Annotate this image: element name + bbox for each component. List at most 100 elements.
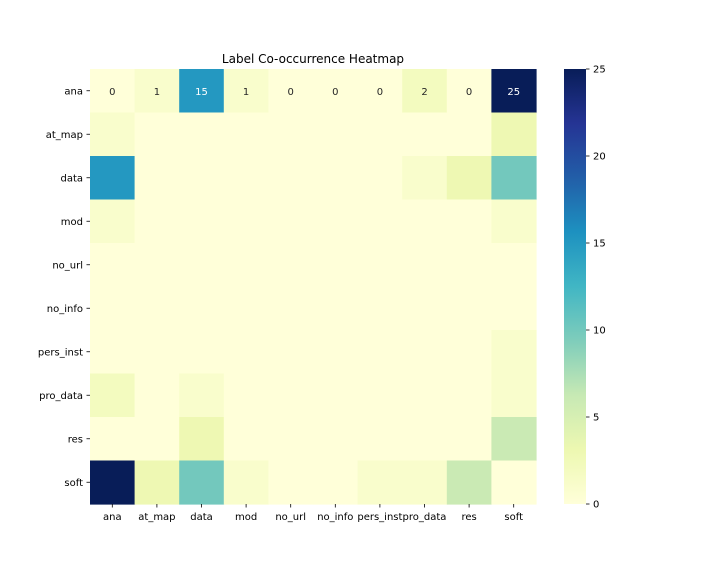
x-tick-label-no_url: no_url xyxy=(275,512,306,523)
heatmap-cell-soft-no_info xyxy=(313,460,359,505)
heatmap-cell-pro_data-pers_inst xyxy=(357,373,403,418)
heatmap-cell-no_url-no_info xyxy=(313,243,359,288)
heatmap-cell-res-soft xyxy=(491,417,537,462)
heatmap-cell-pers_inst-mod xyxy=(223,330,269,375)
y-tick-label-data: data xyxy=(60,173,83,184)
heatmap-cell-at_map-pro_data xyxy=(402,112,448,157)
chart-title: Label Co-occurrence Heatmap xyxy=(222,52,404,66)
y-tick-label-at_map: at_map xyxy=(46,130,83,141)
y-tick-label-res: res xyxy=(68,434,83,445)
heatmap-cell-pers_inst-at_map xyxy=(134,330,180,375)
heatmap-cell-pro_data-no_url xyxy=(268,373,314,418)
heatmap-cell-no_url-ana xyxy=(90,243,136,288)
heatmap-cell-pro_data-mod xyxy=(223,373,269,418)
heatmap-cell-pro_data-soft xyxy=(491,373,537,418)
heatmap-cell-mod-res xyxy=(446,199,492,244)
cell-value-ana-soft: 25 xyxy=(507,87,520,98)
heatmap-cell-res-no_url xyxy=(268,417,314,462)
heatmap-cell-pro_data-no_info xyxy=(313,373,359,418)
heatmap-cell-no_url-res xyxy=(446,243,492,288)
cell-value-ana-at_map: 1 xyxy=(154,87,160,98)
colorbar-tick-label-5: 5 xyxy=(593,413,599,424)
heatmap-cell-no_url-data xyxy=(179,243,225,288)
heatmap-cell-res-data xyxy=(179,417,225,462)
heatmap-cell-soft-ana xyxy=(90,460,136,505)
heatmap-cell-no_info-at_map xyxy=(134,286,180,331)
heatmap-cell-pro_data-ana xyxy=(90,373,136,418)
x-tick-label-ana: ana xyxy=(103,512,122,523)
heatmap-cell-no_info-no_url xyxy=(268,286,314,331)
heatmap-cell-mod-no_url xyxy=(268,199,314,244)
heatmap-cell-no_url-mod xyxy=(223,243,269,288)
heatmap-cell-no_info-pers_inst xyxy=(357,286,403,331)
heatmap-cell-data-at_map xyxy=(134,156,180,201)
heatmap-cell-pers_inst-pro_data xyxy=(402,330,448,375)
heatmap-cell-no_info-res xyxy=(446,286,492,331)
heatmap-cell-data-data xyxy=(179,156,225,201)
heatmap-cell-soft-no_url xyxy=(268,460,314,505)
heatmap-cell-ana-res xyxy=(446,69,492,114)
heatmap-cell-res-ana xyxy=(90,417,136,462)
heatmap-cell-pers_inst-no_info xyxy=(313,330,359,375)
heatmap-cell-mod-pro_data xyxy=(402,199,448,244)
heatmap-cell-no_info-ana xyxy=(90,286,136,331)
heatmap-cell-no_info-no_info xyxy=(313,286,359,331)
y-tick-label-pers_inst: pers_inst xyxy=(38,347,83,358)
heatmap-cell-ana-at_map xyxy=(134,69,180,114)
heatmap-cell-data-soft xyxy=(491,156,537,201)
heatmap-cell-pers_inst-data xyxy=(179,330,225,375)
heatmap-cell-mod-no_info xyxy=(313,199,359,244)
heatmap-cell-soft-res xyxy=(446,460,492,505)
x-tick-label-res: res xyxy=(461,512,476,523)
heatmap-cell-pers_inst-pers_inst xyxy=(357,330,403,375)
cell-value-ana-no_info: 0 xyxy=(332,87,338,98)
y-tick-label-no_url: no_url xyxy=(52,260,83,271)
cell-value-ana-no_url: 0 xyxy=(288,87,294,98)
heatmap-cell-no_url-soft xyxy=(491,243,537,288)
heatmap-cell-no_info-data xyxy=(179,286,225,331)
heatmap-cell-no_url-at_map xyxy=(134,243,180,288)
heatmap-cell-at_map-data xyxy=(179,112,225,157)
heatmap-cell-mod-soft xyxy=(491,199,537,244)
cell-value-ana-pro_data: 2 xyxy=(421,87,427,98)
heatmap-cell-data-pers_inst xyxy=(357,156,403,201)
heatmap-cell-pro_data-res xyxy=(446,373,492,418)
heatmap-cell-ana-pers_inst xyxy=(357,69,403,114)
x-tick-label-mod: mod xyxy=(235,512,257,523)
colorbar-ticks: 0 5 10 15 20 25 xyxy=(586,65,606,511)
colorbar-tick-label-15: 15 xyxy=(593,239,606,250)
heatmap-cell-ana-soft xyxy=(491,69,537,114)
heatmap-cell-at_map-res xyxy=(446,112,492,157)
heatmap-cell-soft-pers_inst xyxy=(357,460,403,505)
heatmap-cell-res-pro_data xyxy=(402,417,448,462)
heatmap-cell-data-res xyxy=(446,156,492,201)
cell-value-ana-pers_inst: 0 xyxy=(377,87,383,98)
heatmap-cell-res-mod xyxy=(223,417,269,462)
heatmap-cell-data-ana xyxy=(90,156,136,201)
y-tick-label-no_info: no_info xyxy=(47,304,83,315)
heatmap-cell-res-pers_inst xyxy=(357,417,403,462)
heatmap-cell-ana-no_url xyxy=(268,69,314,114)
y-tick-label-ana: ana xyxy=(64,86,83,97)
x-tick-label-pers_inst: pers_inst xyxy=(357,512,402,523)
x-tick-label-no_info: no_info xyxy=(317,512,353,523)
heatmap-cell-mod-at_map xyxy=(134,199,180,244)
colorbar-tick-label-10: 10 xyxy=(593,326,606,337)
heatmap-cell-pers_inst-soft xyxy=(491,330,537,375)
heatmap-cell-soft-at_map xyxy=(134,460,180,505)
heatmap-cell-ana-data xyxy=(179,69,225,114)
heatmap-cell-no_url-pers_inst xyxy=(357,243,403,288)
y-tick-label-mod: mod xyxy=(61,217,83,228)
heatmap-cell-pro_data-at_map xyxy=(134,373,180,418)
heatmap-cell-mod-data xyxy=(179,199,225,244)
heatmap-cell-res-at_map xyxy=(134,417,180,462)
heatmap-cell-mod-mod xyxy=(223,199,269,244)
heatmap-cell-pro_data-data xyxy=(179,373,225,418)
x-tick-label-data: data xyxy=(190,512,213,523)
heatmap-cell-soft-data xyxy=(179,460,225,505)
heatmap-cell-data-mod xyxy=(223,156,269,201)
heatmap-cell-res-no_info xyxy=(313,417,359,462)
colorbar-tick-label-20: 20 xyxy=(593,152,606,163)
